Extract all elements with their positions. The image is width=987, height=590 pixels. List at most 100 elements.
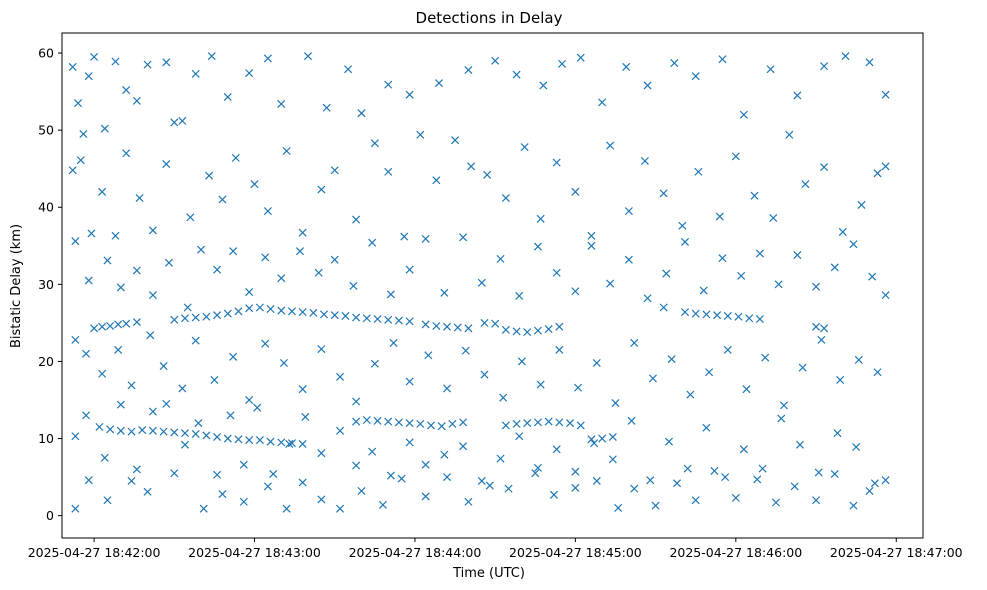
data-point — [721, 473, 730, 482]
y-axis-title: Bistatic Delay (km) — [9, 224, 24, 348]
data-point — [491, 56, 500, 65]
data-point — [501, 325, 510, 334]
data-point — [587, 435, 596, 444]
data-point — [84, 72, 93, 81]
data-point — [790, 482, 799, 491]
data-point — [817, 335, 826, 344]
data-point — [213, 470, 222, 479]
data-point — [737, 271, 746, 280]
data-point — [622, 62, 631, 71]
data-point — [287, 307, 296, 316]
data-point — [643, 81, 652, 90]
data-point — [533, 326, 542, 335]
data-point — [686, 390, 695, 399]
data-point — [461, 346, 470, 355]
data-point — [464, 324, 473, 333]
data-point — [691, 72, 700, 81]
data-point — [330, 311, 339, 320]
data-point — [680, 237, 690, 246]
data-point — [713, 311, 722, 320]
data-point — [317, 449, 326, 458]
x-tick-label: 2025-04-27 18:47:00 — [830, 545, 963, 560]
data-point — [820, 163, 829, 172]
data-point — [424, 351, 433, 360]
data-point — [432, 321, 441, 331]
data-point — [485, 481, 494, 490]
data-point — [523, 419, 532, 428]
y-tick-label: 10 — [38, 431, 54, 446]
data-point — [127, 427, 136, 436]
data-point — [370, 359, 379, 368]
data-point — [517, 357, 526, 366]
data-point — [680, 308, 690, 317]
data-point — [643, 294, 652, 303]
data-point — [245, 288, 254, 297]
data-point — [624, 207, 633, 216]
data-point — [386, 471, 395, 480]
data-point — [571, 483, 580, 492]
data-point — [394, 418, 403, 427]
x-axis-title: Time (UTC) — [452, 566, 525, 581]
data-point — [106, 425, 115, 434]
data-point — [742, 385, 751, 394]
data-point — [98, 322, 107, 331]
data-point — [587, 241, 596, 250]
data-point — [357, 109, 366, 118]
data-point — [314, 268, 323, 277]
data-point — [202, 431, 211, 440]
data-point — [480, 370, 489, 379]
data-point — [103, 256, 112, 265]
data-point — [352, 461, 361, 470]
data-point — [191, 313, 200, 322]
data-point — [854, 355, 863, 364]
data-point — [159, 427, 168, 436]
data-point — [178, 384, 187, 393]
data-point — [132, 465, 141, 474]
data-point — [183, 303, 192, 312]
data-point — [798, 363, 807, 372]
data-point — [111, 57, 120, 66]
data-point — [857, 200, 866, 209]
data-point — [285, 439, 294, 448]
data-point — [301, 412, 310, 421]
data-point — [664, 437, 674, 446]
data-point — [659, 189, 668, 198]
data-point — [213, 265, 222, 274]
data-point — [630, 484, 639, 493]
data-point — [536, 214, 545, 223]
data-point — [836, 375, 845, 384]
data-point — [771, 498, 780, 507]
x-tick-label: 2025-04-27 18:46:00 — [669, 545, 802, 560]
data-point — [135, 193, 144, 203]
data-point — [111, 231, 120, 240]
data-point — [459, 418, 468, 427]
data-point — [122, 149, 131, 158]
data-point — [98, 187, 107, 196]
data-point — [378, 500, 387, 509]
data-point — [793, 251, 802, 260]
data-point — [170, 315, 179, 324]
data-point — [368, 447, 377, 456]
y-tick-label: 50 — [38, 123, 54, 138]
data-point — [320, 310, 329, 319]
data-point — [515, 432, 524, 441]
data-point — [820, 324, 829, 333]
data-point — [667, 355, 676, 364]
data-point — [405, 438, 414, 447]
data-point — [90, 324, 99, 333]
data-point — [90, 52, 99, 61]
data-point — [795, 440, 805, 449]
data-point — [170, 428, 179, 437]
data-point — [148, 291, 157, 300]
data-point — [598, 434, 607, 443]
data-point — [718, 254, 727, 263]
data-point — [651, 501, 660, 510]
data-point — [138, 426, 147, 435]
data-point — [127, 476, 136, 485]
data-point — [761, 353, 770, 362]
data-point — [87, 229, 96, 238]
data-point — [881, 476, 890, 485]
data-point — [868, 272, 877, 281]
data-point — [263, 482, 272, 491]
data-point — [705, 368, 714, 377]
